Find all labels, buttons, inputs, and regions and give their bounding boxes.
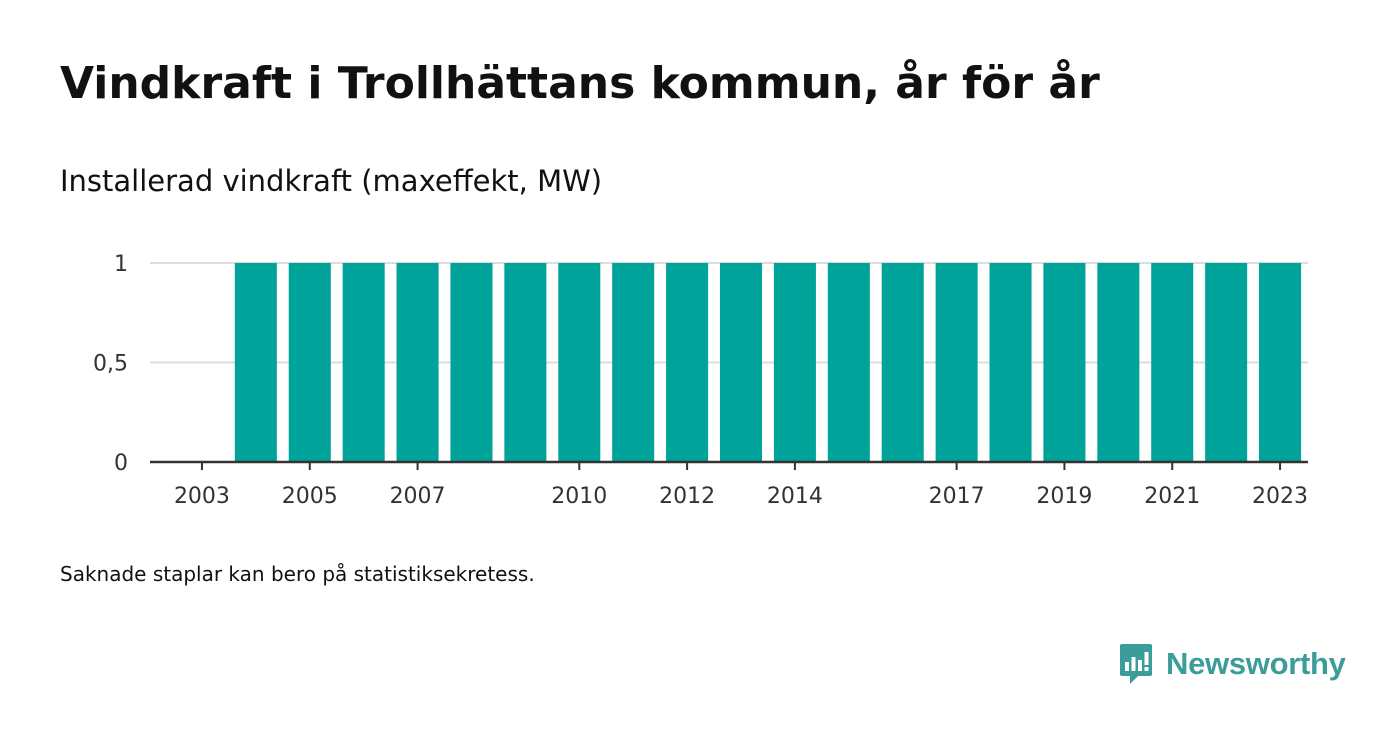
x-tick-label: 2017 (929, 484, 985, 509)
x-tick-label: 2014 (767, 484, 823, 509)
bar-2016 (881, 263, 924, 462)
bar-2021 (1151, 263, 1194, 462)
bar-2005 (288, 263, 331, 462)
bar-2013 (719, 263, 763, 462)
chart-subtitle: Installerad vindkraft (maxeffekt, MW) (60, 164, 603, 198)
x-tick-label: 2023 (1252, 484, 1308, 509)
bar-2019 (1043, 263, 1086, 462)
bar-2018 (989, 263, 1032, 462)
bar-2004 (234, 263, 277, 462)
bar-2008 (450, 263, 493, 462)
bars (234, 263, 1302, 462)
bar-2017 (935, 263, 978, 462)
bar-2022 (1205, 263, 1248, 462)
chart-title: Vindkraft i Trollhättans kommun, år för … (60, 58, 1100, 109)
x-tick-label: 2003 (174, 484, 230, 509)
bar-2011 (612, 263, 655, 462)
axes: 0 0,5 1 2003 2005 2007 2010 2012 2014 2017 2019 202… (93, 252, 1308, 509)
bar-2023 (1259, 263, 1302, 462)
x-tick-label: 2010 (551, 484, 607, 509)
x-tick-label: 2012 (659, 484, 715, 509)
bar-2010 (558, 263, 601, 462)
brand-name: Newsworthy (1166, 646, 1346, 681)
bar-2007 (396, 263, 439, 462)
bar-2020 (1097, 263, 1140, 462)
y-tick-label: 1 (114, 252, 128, 277)
x-tick-label: 2005 (282, 484, 338, 509)
bar-2009 (504, 263, 547, 462)
newsworthy-logo-icon (1120, 644, 1152, 684)
x-tick-label: 2019 (1036, 484, 1092, 509)
y-tick-label: 0 (114, 451, 128, 476)
brand-logo: Newsworthy (1118, 640, 1346, 688)
y-tick-label: 0,5 (93, 352, 128, 377)
bar-2014 (773, 263, 816, 462)
x-tick-label: 2007 (390, 484, 446, 509)
x-tick-label: 2021 (1144, 484, 1200, 509)
bar-2006 (342, 263, 385, 462)
bar-2012 (666, 263, 709, 462)
footnote: Saknade staplar kan bero på statistiksek… (60, 562, 535, 586)
bar-2015 (827, 263, 870, 462)
